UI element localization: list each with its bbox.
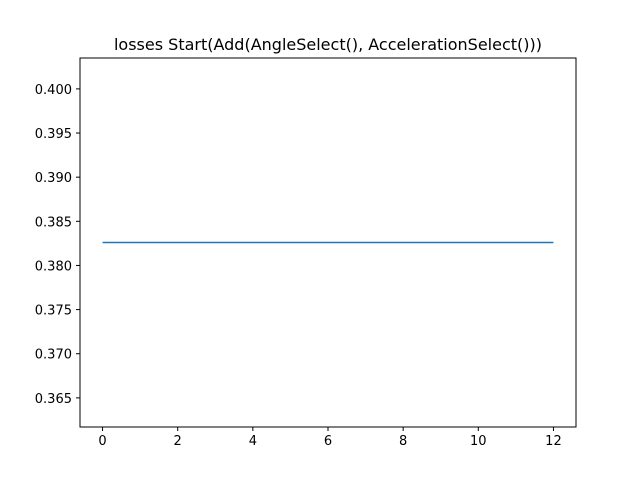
y-tick-label: 0.400 — [35, 83, 72, 98]
y-tick-label: 0.380 — [35, 259, 72, 274]
x-tick-label: 12 — [545, 434, 562, 449]
y-tick-label: 0.385 — [35, 215, 72, 230]
x-tick-label: 8 — [399, 434, 407, 449]
y-tick-label: 0.370 — [35, 348, 72, 363]
chart-title: losses Start(Add(AngleSelect(), Accelera… — [114, 35, 542, 54]
plot-area: 0 2 4 6 8 10 12 0.365 0.370 0.375 0.380 0.385 0.390 0… — [35, 83, 562, 449]
y-tick-label: 0.365 — [35, 392, 72, 407]
axes-frame — [79, 57, 577, 428]
y-tick-label: 0.375 — [35, 304, 72, 319]
x-tick-label: 6 — [324, 434, 332, 449]
y-tick-label: 0.390 — [35, 171, 72, 186]
x-tick-label: 0 — [98, 434, 106, 449]
y-tick-label: 0.395 — [35, 127, 72, 142]
x-tick-label: 4 — [249, 434, 257, 449]
x-tick-label: 10 — [470, 434, 487, 449]
x-tick-label: 2 — [174, 434, 182, 449]
